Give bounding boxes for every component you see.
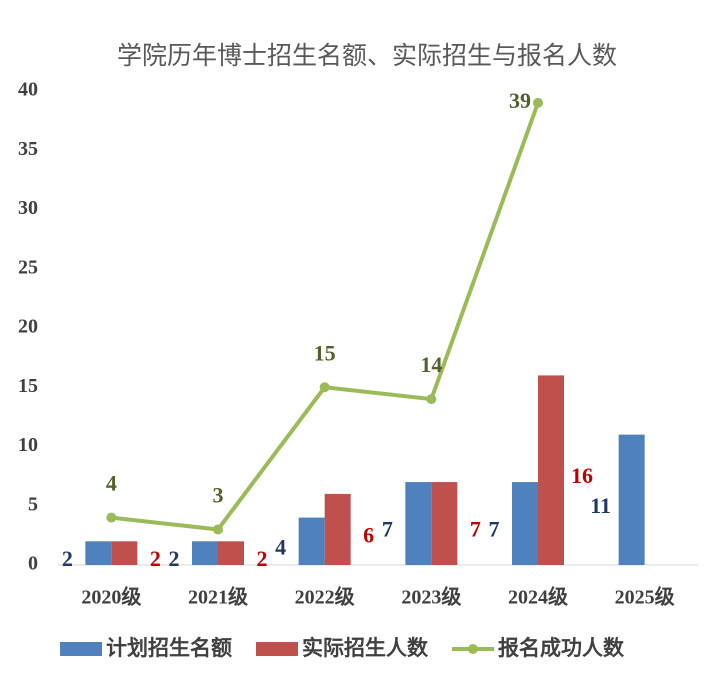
y-tick-label: 5 [28,493,38,515]
legend-label: 计划招生名额 [106,636,232,660]
data-label: 4 [106,471,117,496]
x-tick-label: 2024级 [508,585,568,609]
data-label: 14 [420,352,442,377]
bar [405,482,432,565]
bar [218,541,244,565]
data-label: 39 [509,88,531,113]
legend-label: 报名成功人数 [498,636,625,660]
data-label: 3 [213,482,224,507]
data-label: 2 [169,546,180,571]
legend-marker [468,644,478,654]
bar [512,482,538,565]
x-tick-label: 2022级 [295,585,355,609]
chart-title: 学院历年博士招生名额、实际招生与报名人数 [117,41,617,70]
bar [618,434,645,565]
y-tick-label: 20 [18,316,38,338]
data-label: 7 [470,517,481,542]
y-tick-label: 40 [18,79,38,101]
data-label: 7 [382,517,393,542]
x-tick-label: 2020级 [81,585,141,609]
line-marker [106,512,117,523]
y-tick-label: 25 [18,256,38,278]
bar [111,541,138,565]
x-tick-label: 2025级 [615,585,675,609]
line-marker [213,524,223,535]
data-label: 2 [257,546,268,571]
bar [431,482,458,565]
data-label: 11 [590,493,611,518]
bar [85,541,112,565]
bar [192,541,218,565]
line-marker [533,97,543,108]
x-tick-label: 2023级 [401,585,461,609]
data-label: 6 [363,522,374,547]
data-label: 2 [150,546,161,571]
line-marker [426,394,437,405]
y-tick-label: 0 [28,553,38,575]
bar [324,493,351,565]
x-tick-label: 2021级 [188,585,248,609]
legend-swatch [256,642,298,656]
y-tick-label: 30 [18,197,38,219]
data-label: 2 [62,546,73,571]
y-tick-label: 10 [18,434,38,456]
bar [538,375,564,565]
y-tick-label: 35 [18,138,38,160]
data-label: 16 [571,463,593,488]
bar [298,517,325,565]
legend-swatch [60,642,102,656]
data-label: 15 [314,340,336,365]
line [111,102,540,532]
y-tick-label: 15 [18,375,38,397]
data-label: 7 [489,517,500,542]
line-marker [319,382,330,393]
data-label: 4 [275,534,286,559]
legend-label: 实际招生人数 [302,636,429,660]
